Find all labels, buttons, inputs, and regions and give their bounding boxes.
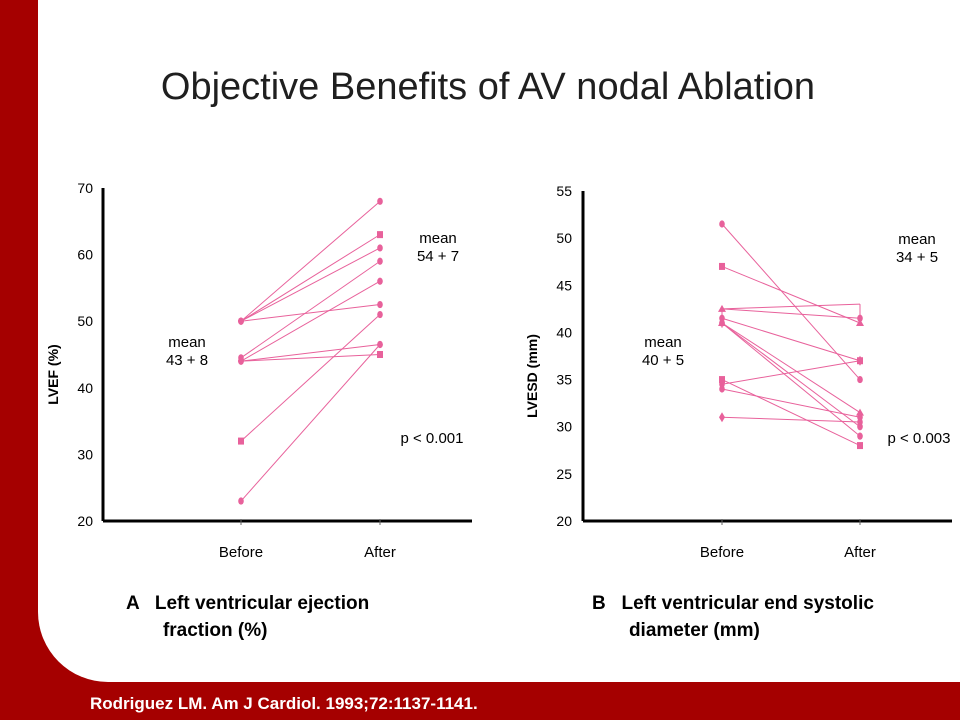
slide-background <box>38 0 960 682</box>
patient-line <box>721 360 861 385</box>
after-point <box>377 231 383 239</box>
after-mean-label: mean 54 + 7 <box>417 230 459 265</box>
patient-line <box>721 322 861 413</box>
after-point <box>377 257 383 265</box>
y-tick-label: 35 <box>556 372 572 388</box>
annotation-line: 43 + 8 <box>166 352 208 369</box>
patient-line <box>721 416 861 423</box>
x-tick-label: Before <box>700 544 744 561</box>
annotation-line: mean <box>644 334 682 351</box>
patient-line <box>240 314 381 442</box>
patient-line <box>240 344 381 502</box>
before-point <box>719 262 725 270</box>
before-point <box>238 357 244 365</box>
after-point <box>377 197 383 205</box>
y-tick-label: 60 <box>77 247 93 263</box>
after-point <box>856 319 864 326</box>
p-value-label: p < 0.003 <box>888 430 951 447</box>
y-tick-label: 20 <box>556 513 572 529</box>
patient-line <box>240 354 381 362</box>
y-axis-label: LVEF (%) <box>45 344 61 404</box>
annotation-line: mean <box>419 230 457 247</box>
annotation-line: 34 + 5 <box>896 249 938 266</box>
annotation-line: mean <box>898 231 936 248</box>
after-point <box>377 351 383 358</box>
x-tick-label: Before <box>219 544 263 561</box>
before-point <box>719 376 725 384</box>
before-point <box>719 412 725 423</box>
x-tick-label: After <box>364 544 396 561</box>
patient-line <box>240 344 381 362</box>
before-mean-label: mean 43 + 8 <box>166 334 208 369</box>
after-point <box>377 244 383 252</box>
p-value-label: p < 0.001 <box>401 430 464 447</box>
before-point <box>718 304 726 312</box>
patient-line <box>721 379 861 447</box>
y-tick-label: 70 <box>77 180 93 196</box>
before-point <box>719 385 725 393</box>
after-point <box>377 340 383 349</box>
before-point <box>238 437 244 445</box>
after-point <box>377 310 383 319</box>
patient-line <box>721 308 861 319</box>
annotation-line: 40 + 5 <box>642 352 684 369</box>
y-tick-label: 20 <box>77 513 93 529</box>
y-tick-label: 50 <box>556 230 572 246</box>
annotation-line: p < 0.003 <box>888 430 951 447</box>
patient-line <box>721 265 861 324</box>
before-point <box>719 220 725 228</box>
y-axis-label: LVESD (mm) <box>524 334 540 418</box>
bracket-top <box>721 303 861 310</box>
after-point <box>857 442 863 450</box>
patient-line <box>721 223 861 380</box>
y-tick-label: 30 <box>556 419 572 435</box>
after-point <box>377 300 383 309</box>
after-point <box>857 418 863 426</box>
y-tick-label: 40 <box>77 380 93 396</box>
y-tick-label: 50 <box>77 313 93 329</box>
before-mean-label: mean 40 + 5 <box>642 334 684 369</box>
citation: Rodriguez LM. Am J Cardiol. 1993;72:1137… <box>90 694 478 713</box>
chart-b-caption: B Left ventricular end systolic diameter… <box>592 593 874 641</box>
after-point <box>857 375 863 384</box>
annotation-line: p < 0.001 <box>401 430 464 447</box>
before-point <box>238 317 244 325</box>
patient-line <box>721 322 861 437</box>
patient-line <box>240 200 381 322</box>
patient-line <box>721 317 861 362</box>
after-point <box>857 432 863 440</box>
patient-line <box>240 280 381 362</box>
after-mean-label: mean 34 + 5 <box>896 231 938 266</box>
after-point <box>857 314 863 322</box>
after-point <box>856 408 864 416</box>
patient-line <box>240 260 381 359</box>
y-tick-label: 25 <box>556 466 572 482</box>
patient-line <box>240 304 381 322</box>
y-tick-label: 40 <box>556 324 572 340</box>
y-tick-label: 45 <box>556 277 572 293</box>
y-tick-label: 30 <box>77 446 93 462</box>
patient-line <box>721 322 861 428</box>
annotation-line: mean <box>168 334 206 351</box>
patient-line <box>240 234 381 322</box>
y-tick-label: 55 <box>556 183 572 199</box>
patient-line <box>240 247 381 322</box>
after-point <box>377 277 383 285</box>
annotation-line: 54 + 7 <box>417 248 459 265</box>
before-point <box>238 497 244 505</box>
slide-title: Objective Benefits of AV nodal Ablation <box>160 66 816 108</box>
after-point <box>857 355 863 366</box>
x-tick-label: After <box>844 544 876 561</box>
before-point <box>719 319 725 327</box>
patient-line <box>721 388 861 418</box>
chart-a-caption: A Left ventricular ejection fraction (%) <box>126 593 370 641</box>
